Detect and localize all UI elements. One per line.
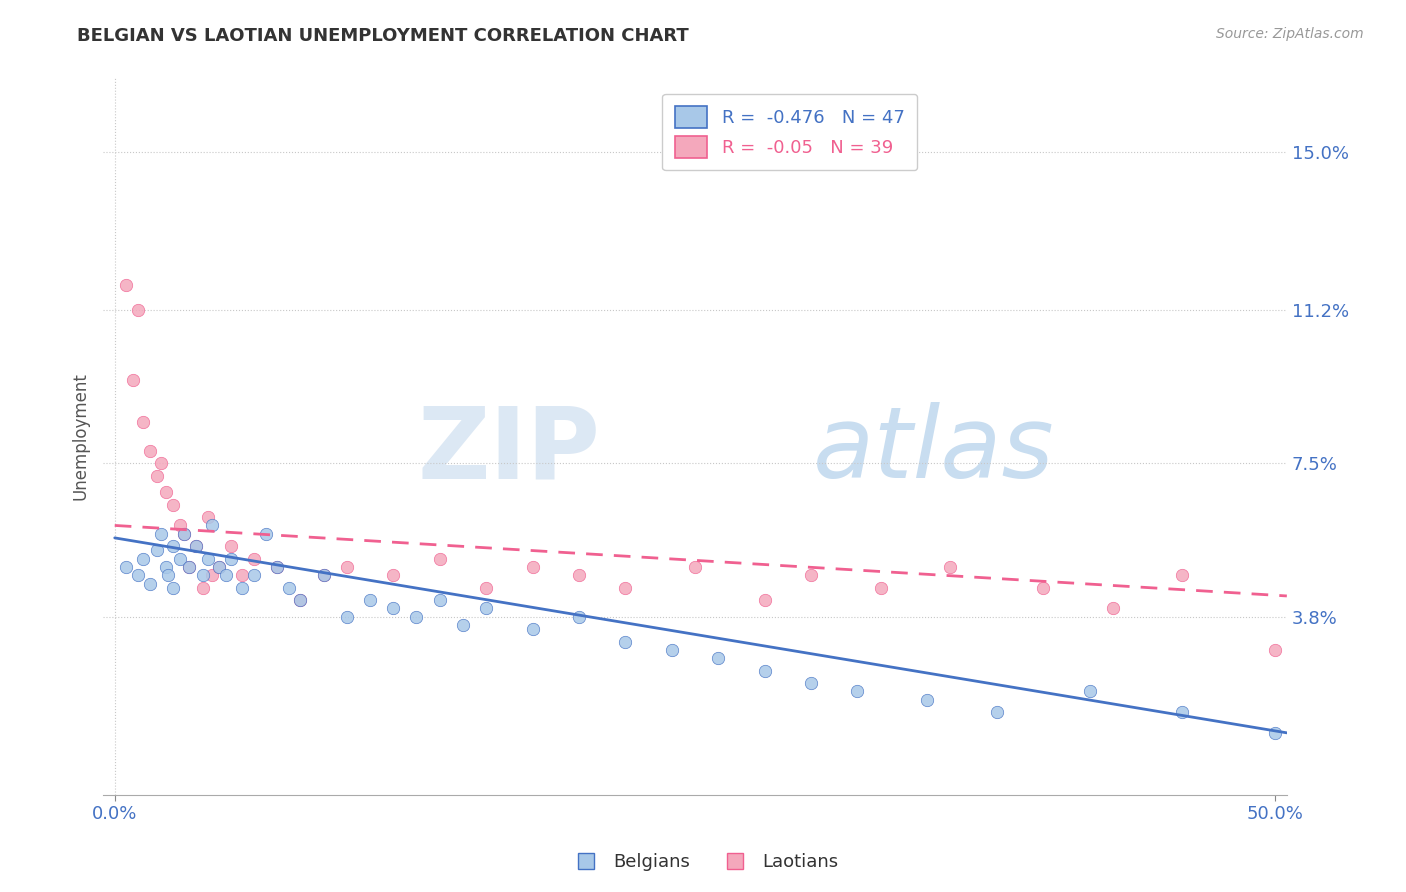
Point xyxy=(800,568,823,582)
Point xyxy=(277,581,299,595)
Y-axis label: Unemployment: Unemployment xyxy=(72,372,89,500)
Point xyxy=(243,568,266,582)
Point xyxy=(138,443,160,458)
Point xyxy=(131,415,153,429)
Point xyxy=(157,568,180,582)
Point xyxy=(1171,705,1194,719)
Point xyxy=(231,581,253,595)
Point xyxy=(336,560,359,574)
Point xyxy=(683,560,706,574)
Point xyxy=(208,560,231,574)
Point xyxy=(1264,726,1286,740)
Point xyxy=(429,551,451,566)
Point xyxy=(568,568,591,582)
Point xyxy=(115,277,138,292)
Point xyxy=(231,568,253,582)
Point xyxy=(915,692,938,706)
Point xyxy=(405,609,427,624)
Point xyxy=(1171,568,1194,582)
Point xyxy=(614,634,637,648)
Point xyxy=(155,560,177,574)
Point xyxy=(162,581,184,595)
Point xyxy=(568,609,591,624)
Point xyxy=(138,576,160,591)
Point xyxy=(150,456,173,470)
Point xyxy=(707,651,730,665)
Point xyxy=(127,302,149,317)
Point xyxy=(145,543,167,558)
Point xyxy=(162,539,184,553)
Text: Source: ZipAtlas.com: Source: ZipAtlas.com xyxy=(1216,27,1364,41)
Point xyxy=(115,560,138,574)
Point xyxy=(243,551,266,566)
Point xyxy=(215,568,238,582)
Point xyxy=(127,568,149,582)
Point xyxy=(191,581,214,595)
Point xyxy=(173,526,195,541)
Point xyxy=(131,551,153,566)
Point xyxy=(312,568,335,582)
Point xyxy=(1101,601,1123,615)
Point xyxy=(614,581,637,595)
Point xyxy=(869,581,891,595)
Point xyxy=(939,560,962,574)
Point xyxy=(169,551,191,566)
Point xyxy=(1264,643,1286,657)
Point xyxy=(122,373,145,387)
Point xyxy=(290,593,312,607)
Point xyxy=(475,581,498,595)
Point xyxy=(522,622,544,636)
Point xyxy=(336,609,359,624)
Point xyxy=(197,510,219,524)
Point xyxy=(266,560,288,574)
Point xyxy=(150,526,173,541)
Point xyxy=(177,560,200,574)
Point xyxy=(800,676,823,690)
Point xyxy=(1078,684,1101,698)
Point xyxy=(429,593,451,607)
Point xyxy=(254,526,277,541)
Point xyxy=(155,485,177,500)
Point xyxy=(219,539,242,553)
Point xyxy=(312,568,335,582)
Point xyxy=(266,560,288,574)
Point xyxy=(197,551,219,566)
Point xyxy=(208,560,231,574)
Legend: Belgians, Laotians: Belgians, Laotians xyxy=(561,847,845,879)
Point xyxy=(846,684,869,698)
Point xyxy=(475,601,498,615)
Point xyxy=(661,643,683,657)
Point xyxy=(754,593,776,607)
Point xyxy=(177,560,200,574)
Point xyxy=(162,498,184,512)
Point xyxy=(184,539,207,553)
Point xyxy=(219,551,242,566)
Point xyxy=(451,618,474,632)
Point xyxy=(382,568,405,582)
Point xyxy=(754,664,776,678)
Point xyxy=(191,568,214,582)
Text: BELGIAN VS LAOTIAN UNEMPLOYMENT CORRELATION CHART: BELGIAN VS LAOTIAN UNEMPLOYMENT CORRELAT… xyxy=(77,27,689,45)
Point xyxy=(201,518,224,533)
Point xyxy=(359,593,381,607)
Legend: R =  -0.476   N = 47, R =  -0.05   N = 39: R = -0.476 N = 47, R = -0.05 N = 39 xyxy=(662,94,917,170)
Point xyxy=(290,593,312,607)
Point xyxy=(173,526,195,541)
Point xyxy=(522,560,544,574)
Point xyxy=(169,518,191,533)
Text: ZIP: ZIP xyxy=(418,402,600,500)
Point xyxy=(986,705,1008,719)
Point xyxy=(1032,581,1054,595)
Point xyxy=(382,601,405,615)
Point xyxy=(184,539,207,553)
Point xyxy=(201,568,224,582)
Text: atlas: atlas xyxy=(813,402,1054,500)
Point xyxy=(145,468,167,483)
